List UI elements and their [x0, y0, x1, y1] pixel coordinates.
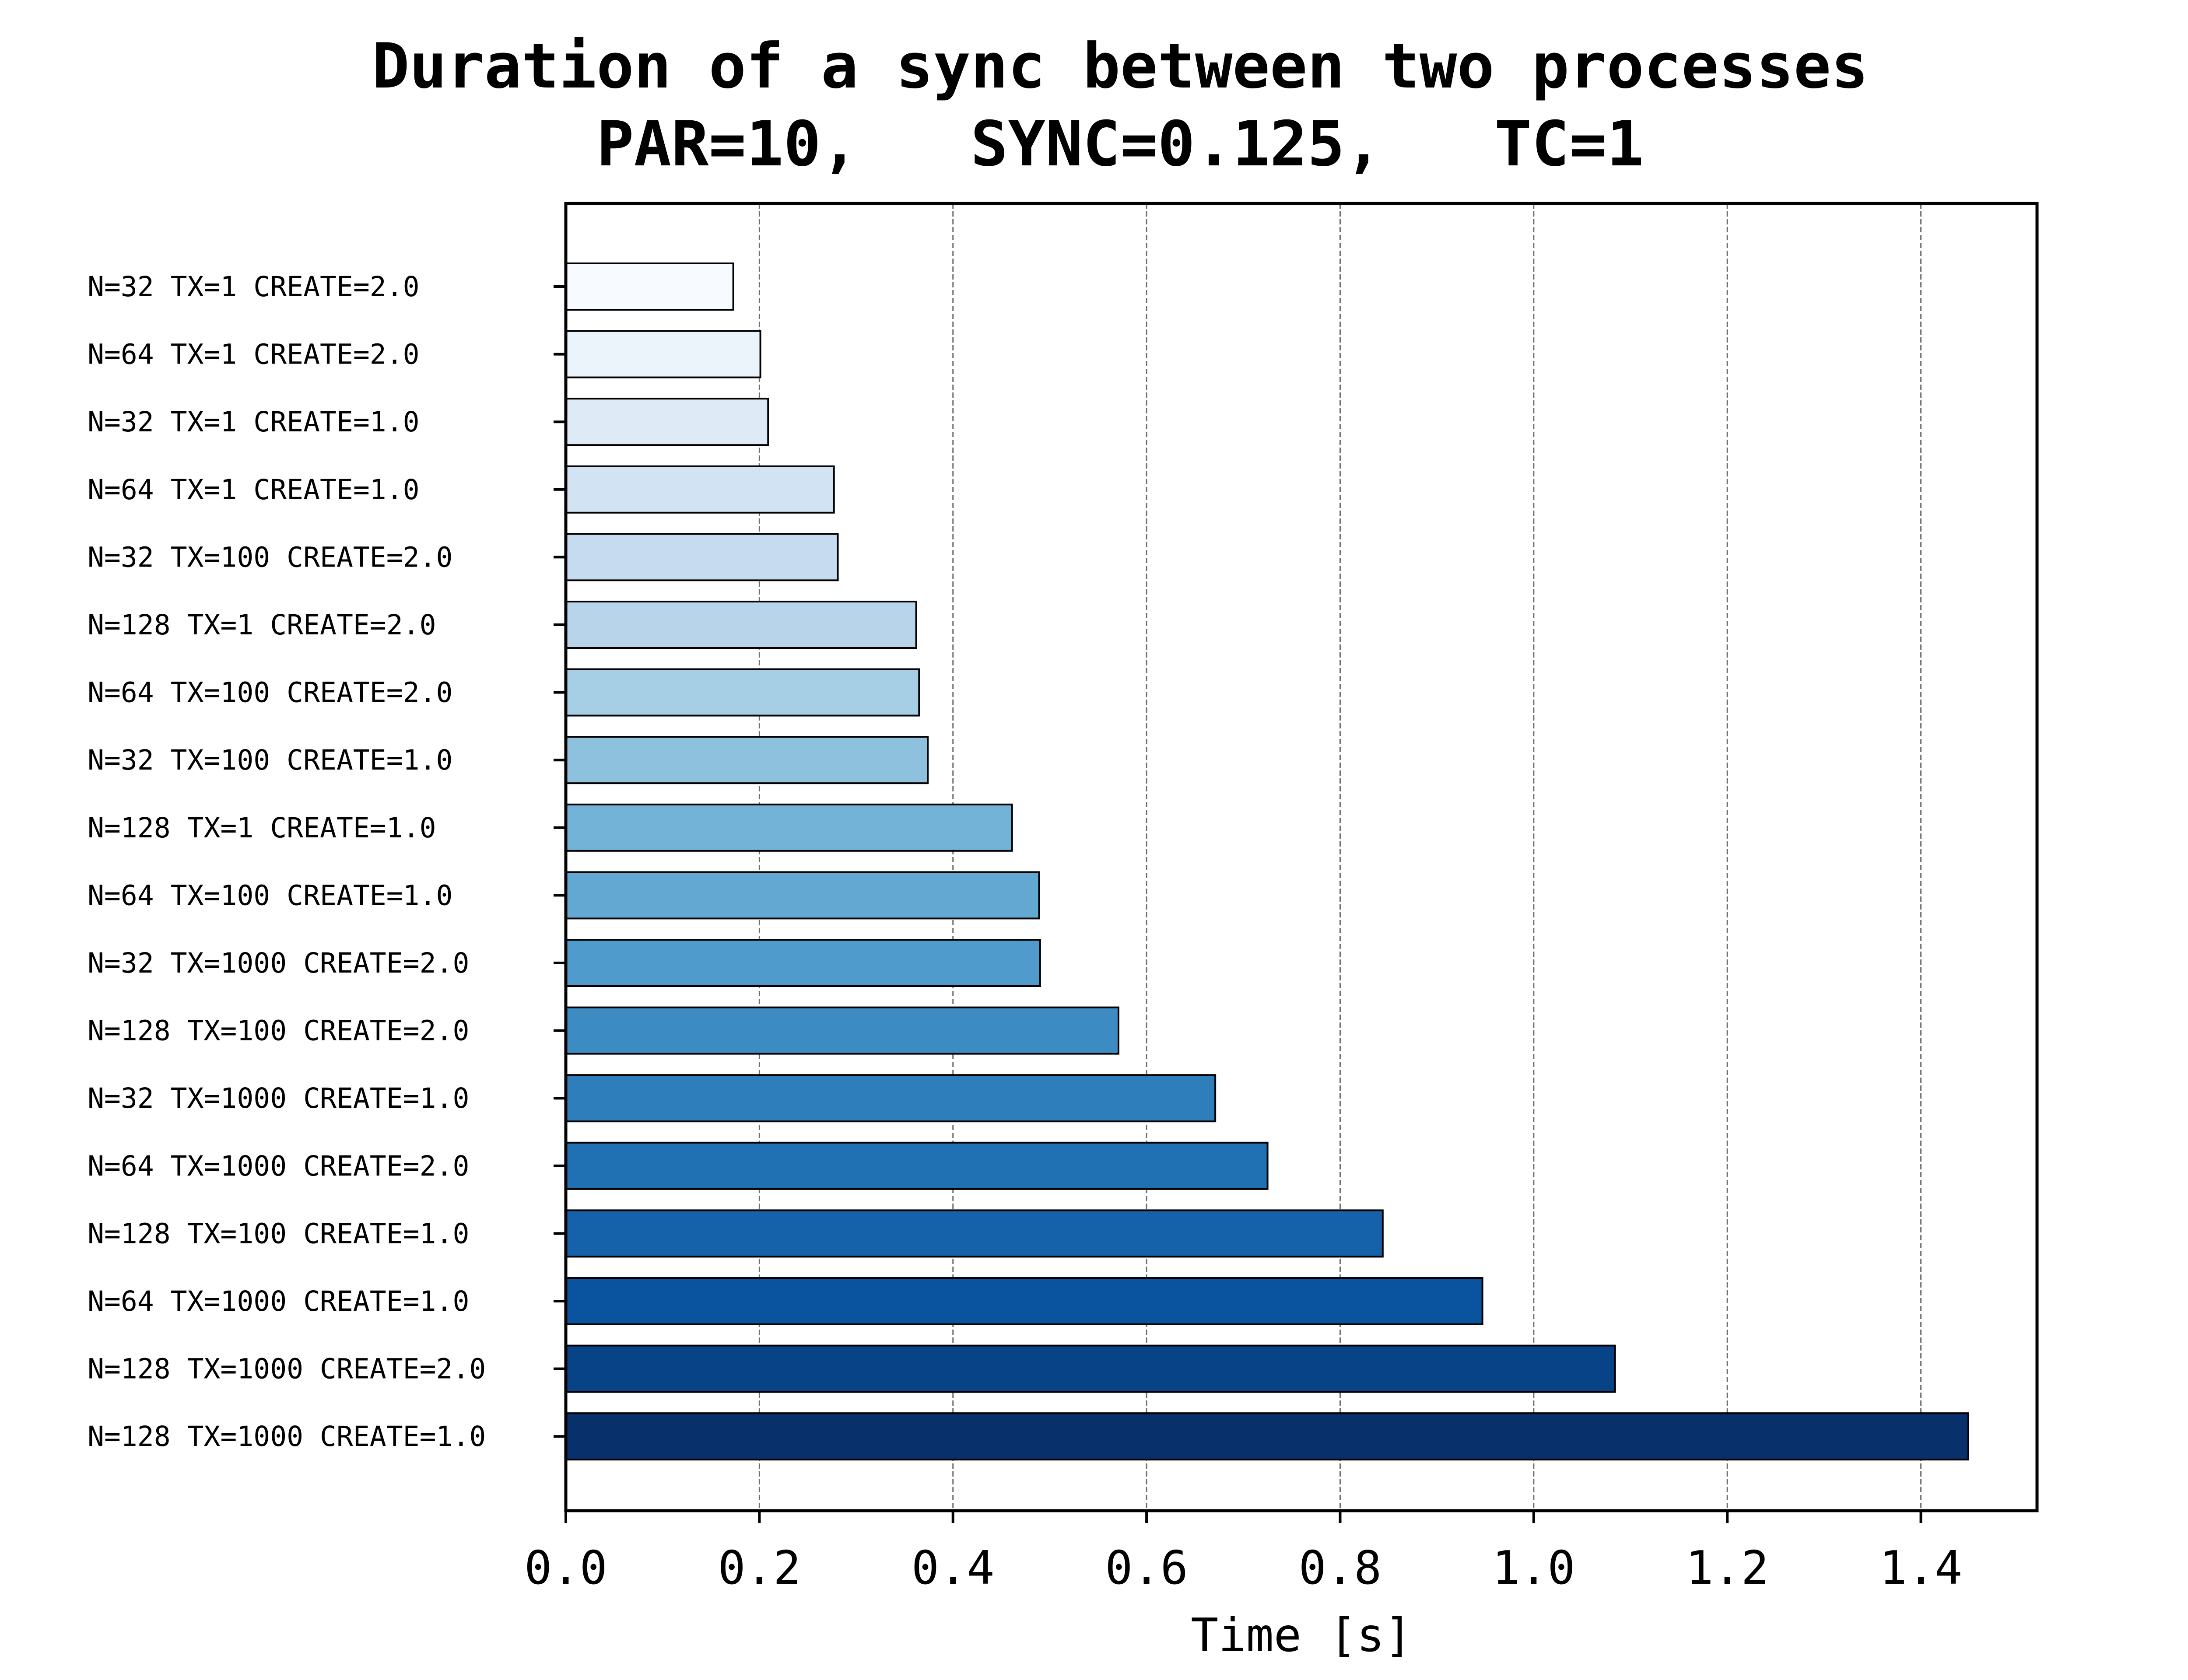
- y-tick-label: N=128 TX=100 CREATE=1.0: [88, 1218, 469, 1250]
- chart-title: Duration of a sync between two processes: [372, 30, 1869, 102]
- x-tick-label: 0.0: [524, 1541, 607, 1595]
- x-tick-label: 1.0: [1492, 1541, 1575, 1595]
- y-tick-label: N=128 TX=1 CREATE=1.0: [88, 812, 436, 844]
- bar: [565, 803, 1013, 852]
- y-tick-label: N=64 TX=100 CREATE=1.0: [88, 879, 452, 911]
- bar: [565, 871, 1040, 920]
- x-tick-label: 0.4: [912, 1541, 995, 1595]
- bar: [565, 1277, 1483, 1325]
- plot-area-frame: [564, 202, 2039, 1512]
- y-tick-label: N=64 TX=100 CREATE=2.0: [88, 677, 452, 709]
- bar: [565, 533, 839, 581]
- bar: [565, 1209, 1384, 1258]
- y-tick-label: N=32 TX=100 CREATE=1.0: [88, 744, 452, 776]
- y-tick-label: N=128 TX=100 CREATE=2.0: [88, 1015, 469, 1047]
- y-tick-label: N=128 TX=1000 CREATE=2.0: [88, 1353, 486, 1385]
- grid-lines: [758, 203, 1922, 1511]
- y-axis: N=32 TX=1 CREATE=2.0 N=64 TX=1 CREATE=2.0…: [88, 271, 566, 1452]
- y-tick-label: N=64 TX=1000 CREATE=1.0: [88, 1285, 469, 1317]
- y-tick-label: N=128 TX=1000 CREATE=1.0: [88, 1421, 486, 1452]
- x-tick-label: 0.6: [1105, 1541, 1188, 1595]
- bar: [565, 1344, 1616, 1393]
- x-axis: 0.0 0.2 0.4 0.6 0.8 1.0 1.2 1.4: [524, 1511, 1962, 1595]
- bar: [565, 736, 929, 784]
- y-tick-label: N=64 TX=1000 CREATE=2.0: [88, 1150, 469, 1182]
- bar: [565, 1074, 1217, 1123]
- y-tick-label: N=32 TX=100 CREATE=2.0: [88, 541, 452, 573]
- bar: [565, 330, 761, 378]
- x-tick-label: 1.2: [1686, 1541, 1769, 1595]
- y-tick-label: N=32 TX=1000 CREATE=2.0: [88, 947, 469, 979]
- y-tick-label: N=32 TX=1 CREATE=2.0: [88, 271, 420, 303]
- bar: [565, 1006, 1119, 1055]
- x-tick-label: 0.8: [1299, 1541, 1382, 1595]
- bar: [565, 398, 769, 446]
- bar: [565, 668, 920, 717]
- bar: [565, 1412, 1969, 1461]
- x-tick-label: 0.2: [718, 1541, 801, 1595]
- bar: [565, 465, 835, 514]
- x-tick-label: 1.4: [1879, 1541, 1963, 1595]
- x-axis-label: Time [s]: [1191, 1609, 1412, 1662]
- bar: [565, 262, 734, 311]
- y-tick-label: N=64 TX=1 CREATE=2.0: [88, 339, 420, 371]
- y-tick-label: N=32 TX=1 CREATE=1.0: [88, 406, 420, 438]
- bar: [565, 1141, 1269, 1190]
- bar: [565, 939, 1041, 987]
- bar: [565, 601, 917, 649]
- chart-subtitle: PAR=10, SYNC=0.125, TC=1: [596, 108, 1644, 180]
- y-tick-label: N=32 TX=1000 CREATE=1.0: [88, 1082, 469, 1114]
- y-tick-label: N=128 TX=1 CREATE=2.0: [88, 609, 436, 641]
- y-tick-label: N=64 TX=1 CREATE=1.0: [88, 474, 420, 506]
- bars: [565, 262, 1969, 1461]
